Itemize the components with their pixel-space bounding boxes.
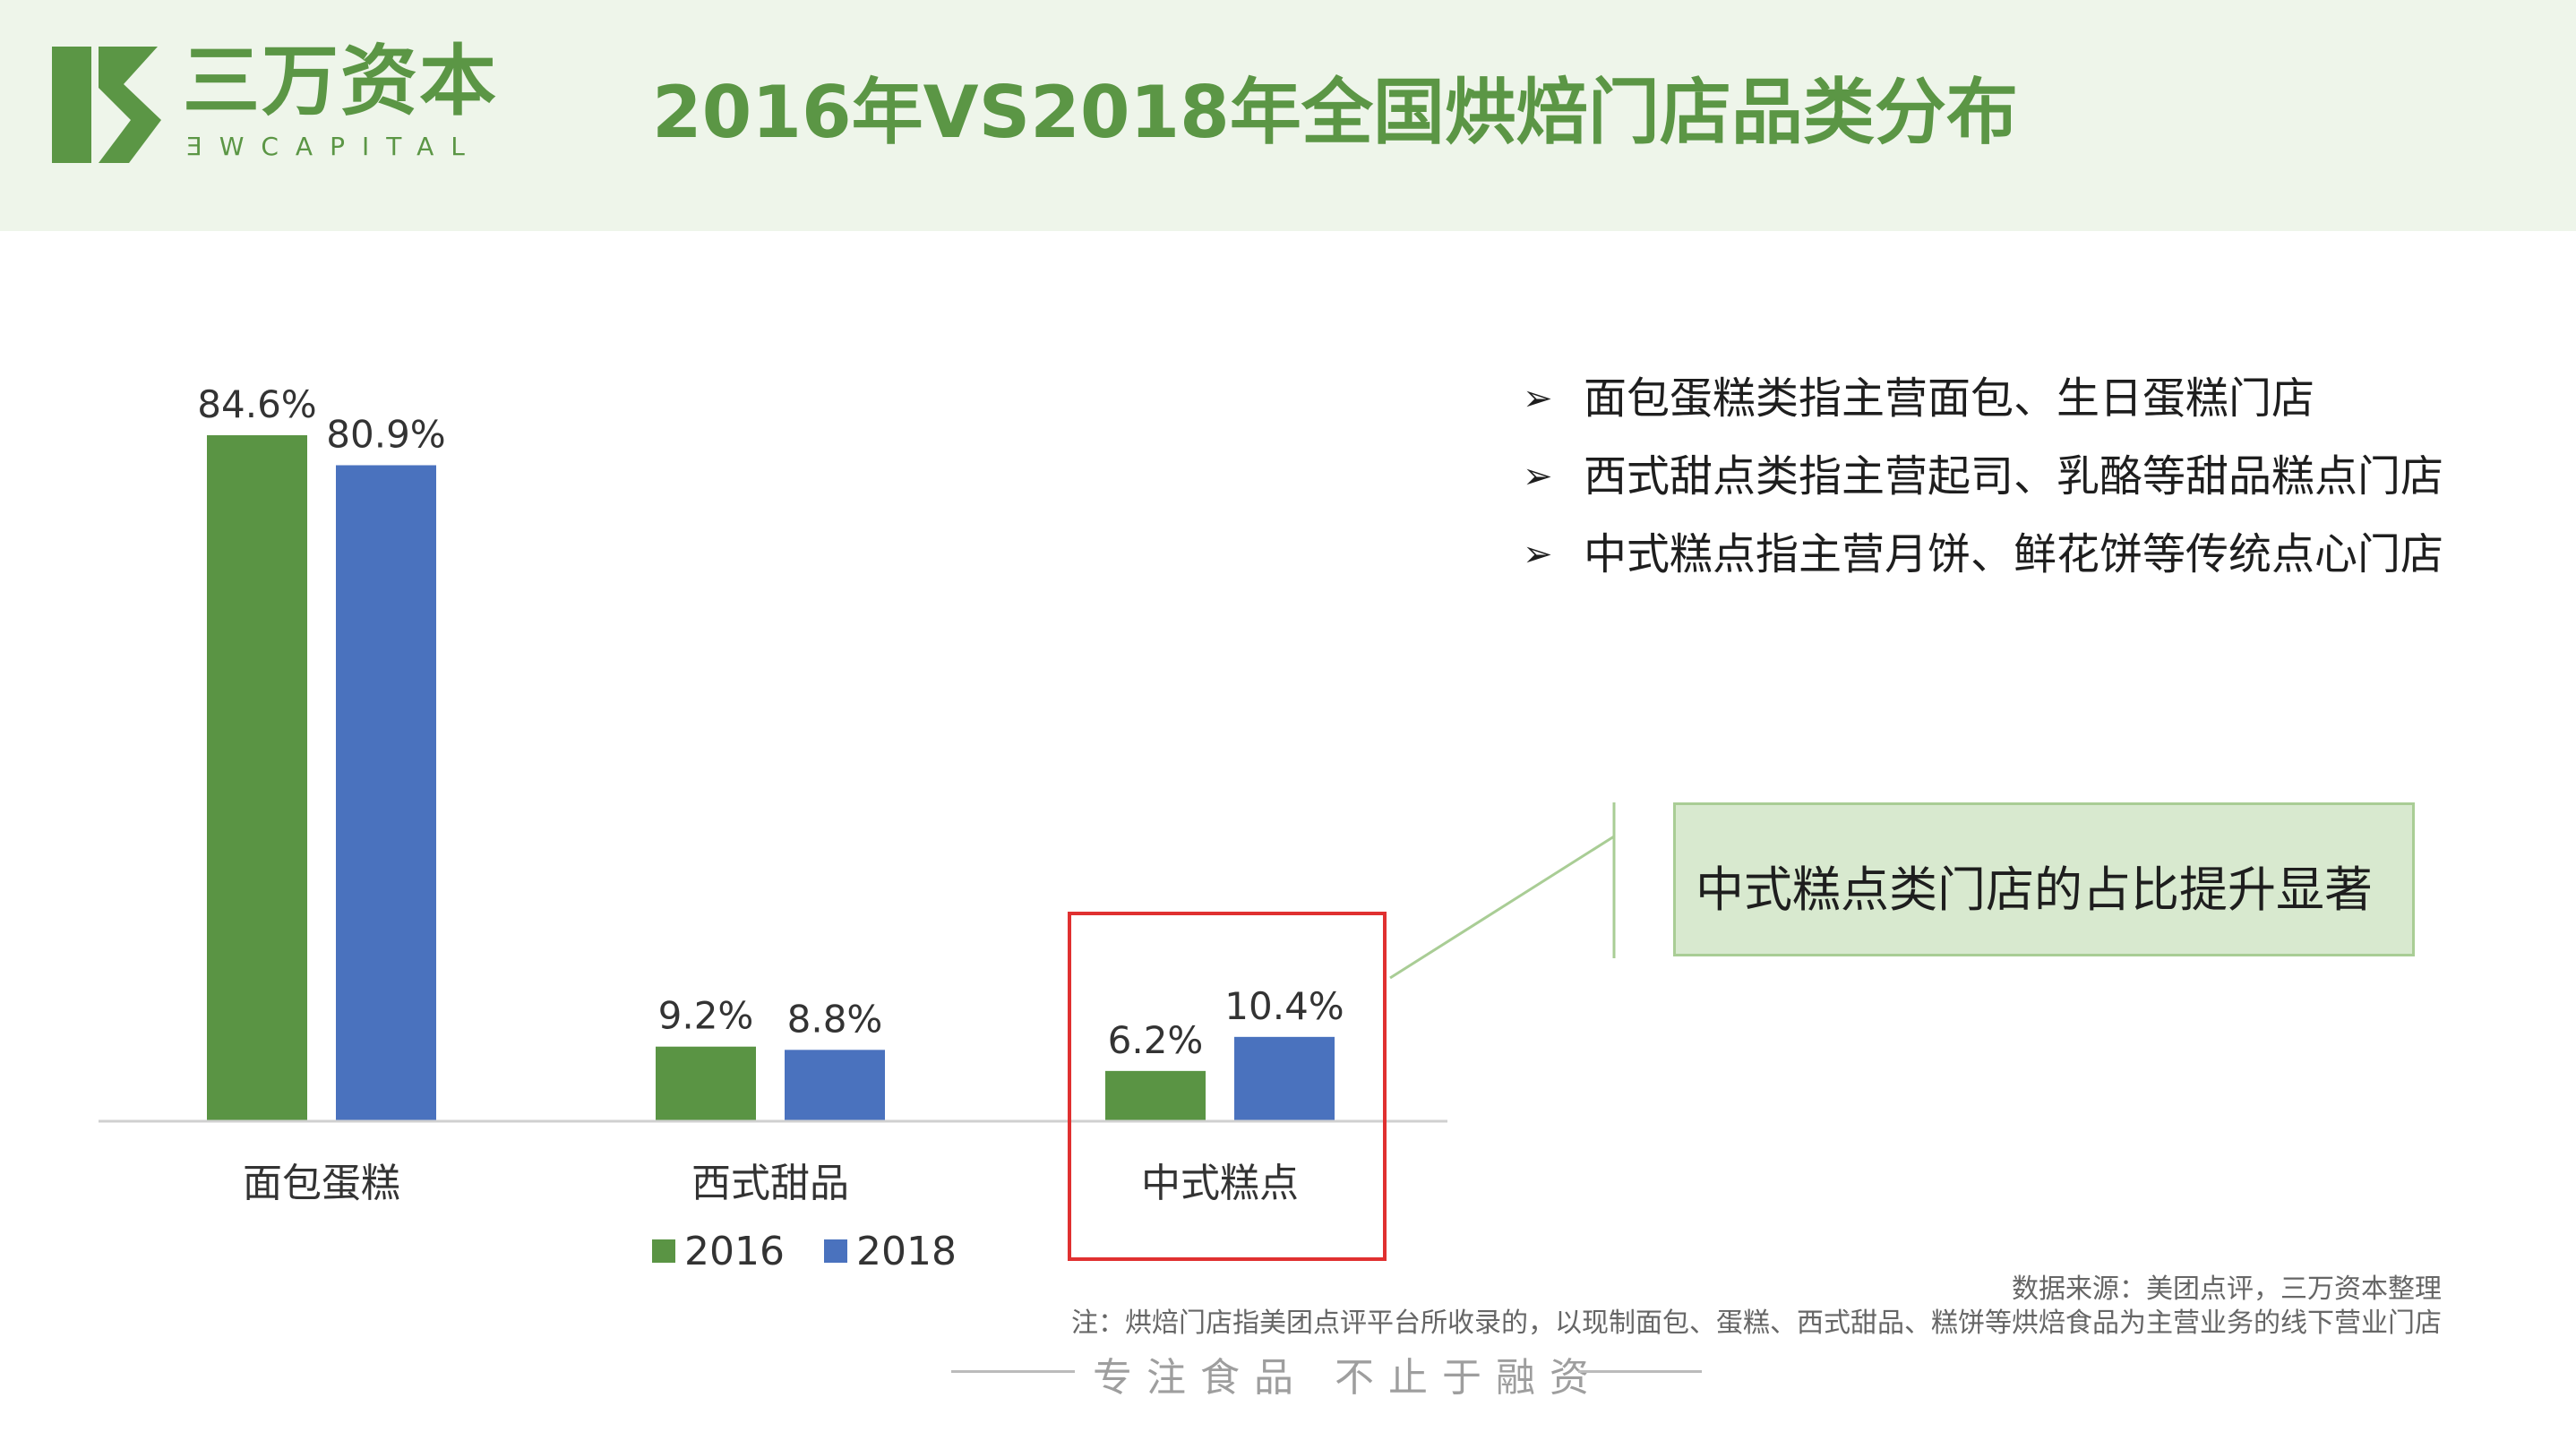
- category-label: 中式糕点: [1141, 1161, 1299, 1206]
- definition-notes: ➢ 面包蛋糕类指主营面包、生日蛋糕门店 ➢ 西式甜点类指主营起司、乳酪等甜品糕点门店…: [1523, 360, 2535, 594]
- data-label: 9.2%: [658, 994, 754, 1038]
- legend-item-2018: 2018: [823, 1229, 957, 1274]
- data-label: 80.9%: [326, 413, 445, 457]
- slogan-divider-left: [951, 1370, 1075, 1373]
- logo-icon: [52, 47, 161, 163]
- data-source: 数据来源：美团点评，三万资本整理: [2012, 1273, 2442, 1305]
- note-item: ➢ 中式糕点指主营月饼、鲜花饼等传统点心门店: [1523, 516, 2535, 594]
- note-text: 西式甜点类指主营起司、乳酪等甜品糕点门店: [1584, 451, 2444, 502]
- data-label: 84.6%: [197, 382, 316, 426]
- callout-box: 中式糕点类门店的占比提升显著: [1673, 802, 2415, 956]
- bar-2018-1: [785, 1050, 885, 1121]
- page-title: 2016年VS2018年全国烘焙门店品类分布: [652, 71, 2018, 154]
- bar-2016-1: [656, 1046, 756, 1121]
- legend-swatch-2018: [823, 1239, 847, 1263]
- bar-2018-2: [1234, 1036, 1335, 1121]
- category-label: 西式甜品: [691, 1161, 849, 1206]
- legend-swatch-2016: [652, 1239, 675, 1263]
- bar-2018-0: [336, 465, 436, 1121]
- header-band: 三万资本 ƎWCAPITAL 2016年VS2018年全国烘焙门店品类分布: [0, 0, 2576, 231]
- arrow-bullet-icon: ➢: [1523, 378, 1553, 419]
- highlight-box: [1068, 912, 1387, 1261]
- note-text: 面包蛋糕类指主营面包、生日蛋糕门店: [1584, 373, 2315, 424]
- note-item: ➢ 面包蛋糕类指主营面包、生日蛋糕门店: [1523, 360, 2535, 438]
- category-label: 面包蛋糕: [243, 1161, 400, 1206]
- chart-legend: 2016 2018: [652, 1229, 983, 1274]
- slogan-divider-right: [1578, 1370, 1702, 1373]
- note-text: 中式糕点指主营月饼、鲜花饼等传统点心门店: [1584, 529, 2444, 579]
- data-label: 8.8%: [787, 997, 883, 1041]
- data-label: 10.4%: [1224, 984, 1344, 1028]
- data-label: 6.2%: [1108, 1018, 1204, 1062]
- arrow-bullet-icon: ➢: [1523, 456, 1553, 497]
- callout-text: 中式糕点类门店的占比提升显著: [1696, 862, 2373, 918]
- bar-2016-0: [207, 435, 307, 1121]
- bar-2016-2: [1105, 1070, 1206, 1121]
- legend-label-2018: 2018: [855, 1229, 957, 1274]
- footnote: 注：烘焙门店指美团点评平台所收录的，以现制面包、蛋糕、西式甜品、糕饼等烘焙食品为…: [1071, 1308, 2442, 1339]
- brand-name-en: ƎWCAPITAL: [186, 132, 482, 161]
- arrow-bullet-icon: ➢: [1523, 534, 1553, 575]
- brand-name: 三万资本: [183, 37, 498, 126]
- legend-item-2016: 2016: [652, 1229, 785, 1274]
- note-item: ➢ 西式甜点类指主营起司、乳酪等甜品糕点门店: [1523, 438, 2535, 516]
- slogan: 专注食品 不止于融资: [1093, 1355, 1603, 1401]
- legend-label-2016: 2016: [684, 1229, 785, 1274]
